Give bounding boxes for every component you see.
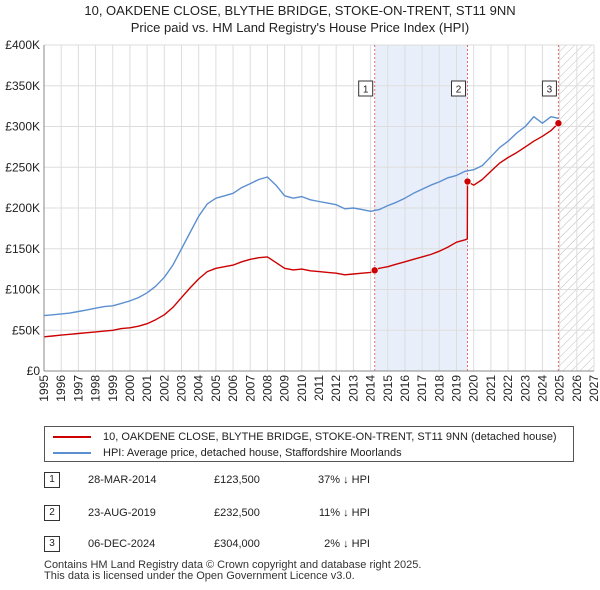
y-tick-label: £150K — [5, 242, 40, 256]
x-tick-label: 2023 — [518, 375, 532, 402]
price-chart: £0 £50K £100K £150K £200K £250K £300K £350K £400… — [5, 38, 600, 402]
x-tick-label: 2005 — [209, 375, 223, 402]
sale-hpi-diff: 37% ↓ HPI — [318, 474, 370, 486]
x-tick-label: 1996 — [54, 375, 68, 402]
x-tick-label: 2022 — [501, 375, 515, 402]
chart-title-line1: 10, OAKDENE CLOSE, BLYTHE BRIDGE, STOKE-… — [84, 3, 516, 18]
x-tick-label: 2016 — [398, 375, 412, 402]
x-tick-label: 2009 — [278, 375, 292, 402]
sale-date: 28-MAR-2014 — [88, 474, 157, 486]
sale-marker-box — [541, 80, 557, 97]
sale-number-badge: 3 — [44, 536, 60, 552]
y-tick-label: £300K — [5, 120, 40, 134]
sale-hpi-diff: 2% ↓ HPI — [324, 538, 370, 550]
chart-title: 10, OAKDENE CLOSE, BLYTHE BRIDGE, STOKE-… — [0, 2, 600, 36]
x-tick-label: 2013 — [346, 375, 360, 402]
x-tick-label: 1997 — [71, 375, 85, 402]
sale-price: £304,000 — [214, 538, 260, 550]
sale-hpi-diff: 11% ↓ HPI — [318, 507, 370, 519]
y-tick-label: £200K — [5, 201, 40, 215]
sale-marker-box — [358, 80, 374, 97]
sale-number-badge: 2 — [44, 505, 60, 521]
sale-date: 23-AUG-2019 — [88, 507, 156, 519]
legend-hpi-label: HPI: Average price, detached house, Staf… — [103, 447, 402, 459]
x-tick-label: 2001 — [140, 375, 154, 402]
sale-point — [554, 119, 563, 128]
chart-title-line2: Price paid vs. HM Land Registry's House … — [130, 20, 470, 35]
x-tick-label: 1999 — [106, 375, 120, 402]
sale-row: 1 28-MAR-2014 £123,500 37% ↓ HPI — [0, 472, 600, 492]
x-tick-label: 2026 — [570, 375, 584, 402]
legend-property-label: 10, OAKDENE CLOSE, BLYTHE BRIDGE, STOKE-… — [103, 431, 557, 443]
x-tick-label: 2024 — [535, 375, 549, 402]
x-tick-label: 2003 — [175, 375, 189, 402]
x-tick-label: 2021 — [484, 375, 498, 402]
footer-line1: Contains HM Land Registry data © Crown c… — [44, 559, 422, 571]
x-tick-label: 2018 — [432, 375, 446, 402]
y-tick-label: £350K — [5, 79, 40, 93]
sale-date: 06-DEC-2024 — [88, 538, 156, 550]
x-tick-label: 2019 — [450, 375, 464, 402]
x-tick-label: 2004 — [192, 375, 206, 402]
x-tick-label: 2008 — [260, 375, 274, 402]
sale-marker-label: 1 — [363, 85, 369, 96]
y-tick-label: £100K — [5, 283, 40, 297]
sale-number-badge: 1 — [44, 472, 60, 488]
footer-line2: This data is licensed under the Open Gov… — [44, 570, 355, 582]
sale-marker-box — [451, 80, 466, 97]
hpi-series-line — [44, 115, 559, 317]
x-tick-label: 2006 — [226, 375, 240, 402]
property-line-swatch — [53, 436, 91, 438]
x-tick-label: 2027 — [587, 375, 600, 402]
x-tick-label: 2010 — [295, 375, 309, 402]
sale-row: 2 23-AUG-2019 £232,500 11% ↓ HPI — [0, 505, 600, 525]
x-tick-label: 2017 — [415, 375, 429, 402]
x-tick-label: 2014 — [364, 375, 378, 402]
x-tick-label: 2002 — [157, 375, 171, 402]
y-tick-label: £250K — [5, 160, 40, 174]
sale-row: 3 06-DEC-2024 £304,000 2% ↓ HPI — [0, 536, 600, 556]
sale-price: £232,500 — [214, 507, 260, 519]
sale-point — [463, 177, 472, 186]
x-tick-label: 1995 — [37, 375, 51, 402]
x-tick-label: 2025 — [553, 375, 567, 402]
footer: Contains HM Land Registry data © Crown c… — [44, 560, 421, 582]
hpi-line-swatch — [53, 452, 91, 454]
x-tick-label: 2020 — [467, 375, 481, 402]
x-tick-label: 2015 — [381, 375, 395, 402]
x-tick-label: 2011 — [312, 375, 326, 401]
x-tick-label: 1998 — [89, 375, 103, 402]
sale-price: £123,500 — [214, 474, 260, 486]
y-tick-label: £400K — [5, 38, 40, 52]
x-tick-label: 2007 — [243, 375, 257, 402]
sale-marker-label: 3 — [547, 85, 553, 96]
legend-item-property: 10, OAKDENE CLOSE, BLYTHE BRIDGE, STOKE-… — [53, 429, 557, 445]
y-tick-label: £0 — [27, 364, 41, 378]
x-tick-label: 2000 — [123, 375, 137, 402]
legend-item-hpi: HPI: Average price, detached house, Staf… — [53, 445, 402, 461]
y-tick-label: £50K — [12, 323, 40, 337]
legend: 10, OAKDENE CLOSE, BLYTHE BRIDGE, STOKE-… — [44, 426, 574, 462]
sale-marker-label: 2 — [456, 85, 462, 96]
sale-point — [370, 266, 379, 275]
x-tick-label: 2012 — [329, 375, 343, 402]
